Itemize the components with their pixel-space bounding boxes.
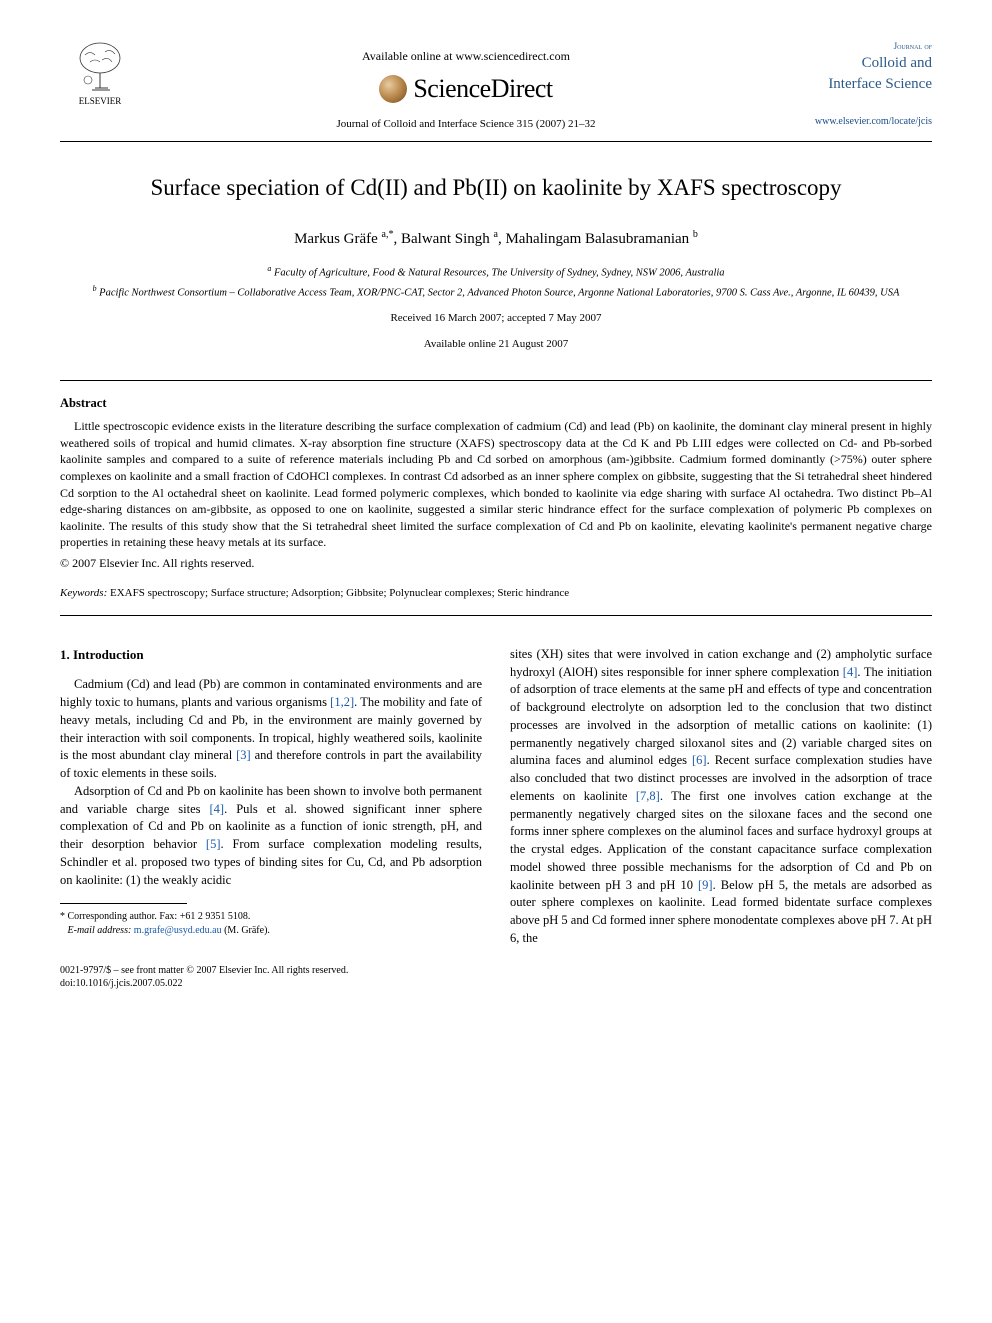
- elsevier-label: ELSEVIER: [79, 95, 122, 108]
- intro-paragraph-2: Adsorption of Cd and Pb on kaolinite has…: [60, 783, 482, 890]
- abstract-heading: Abstract: [60, 395, 932, 413]
- body-columns: 1. Introduction Cadmium (Cd) and lead (P…: [60, 646, 932, 948]
- email-footnote: E-mail address: m.grafe@usyd.edu.au (M. …: [60, 924, 482, 938]
- section-1-heading: 1. Introduction: [60, 646, 482, 664]
- intro-paragraph-1: Cadmium (Cd) and lead (Pb) are common in…: [60, 676, 482, 783]
- footnote-rule: [60, 903, 187, 904]
- intro-paragraph-3: sites (XH) sites that were involved in c…: [510, 646, 932, 948]
- affiliation-a-text: Faculty of Agriculture, Food & Natural R…: [274, 267, 725, 278]
- affiliation-a: a Faculty of Agriculture, Food & Natural…: [60, 264, 932, 281]
- affiliation-b: b Pacific Northwest Consortium – Collabo…: [60, 284, 932, 301]
- sciencedirect-block: Available online at www.sciencedirect.co…: [140, 40, 792, 133]
- page-footer: 0021-9797/$ – see front matter © 2007 El…: [60, 964, 932, 990]
- email-link[interactable]: m.grafe@usyd.edu.au: [134, 925, 222, 936]
- page-header: ELSEVIER Available online at www.science…: [60, 40, 932, 133]
- available-online-text: Available online at www.sciencedirect.co…: [140, 48, 792, 65]
- sciencedirect-wordmark: ScienceDirect: [413, 71, 552, 107]
- header-rule: [60, 141, 932, 142]
- keywords-text: EXAFS spectroscopy; Surface structure; A…: [110, 587, 569, 599]
- elsevier-logo: ELSEVIER: [60, 40, 140, 120]
- keywords: Keywords: EXAFS spectroscopy; Surface st…: [60, 586, 932, 601]
- journal-name-line2: Interface Science: [792, 74, 932, 95]
- available-online-date: Available online 21 August 2007: [60, 337, 932, 352]
- column-right: sites (XH) sites that were involved in c…: [510, 646, 932, 948]
- authors: Markus Gräfe a,*, Balwant Singh a, Mahal…: [60, 228, 932, 250]
- journal-name-line1: Colloid and: [792, 53, 932, 74]
- email-author: (M. Gräfe).: [224, 925, 270, 936]
- sciencedirect-orb-icon: [379, 75, 407, 103]
- issn-line: 0021-9797/$ – see front matter © 2007 El…: [60, 964, 932, 977]
- column-left: 1. Introduction Cadmium (Cd) and lead (P…: [60, 646, 482, 948]
- sciencedirect-logo: ScienceDirect: [140, 71, 792, 107]
- abstract-copyright: © 2007 Elsevier Inc. All rights reserved…: [60, 555, 932, 572]
- corresponding-footnote: * Corresponding author. Fax: +61 2 9351 …: [60, 910, 482, 924]
- journal-title-block: Journal of Colloid and Interface Science…: [792, 40, 932, 129]
- journal-link[interactable]: www.elsevier.com/locate/jcis: [792, 115, 932, 129]
- abstract-body: Little spectroscopic evidence exists in …: [60, 418, 932, 550]
- elsevier-tree-icon: [70, 40, 130, 95]
- email-label: E-mail address:: [68, 925, 132, 936]
- journal-of-label: Journal of: [792, 40, 932, 53]
- keywords-label: Keywords:: [60, 587, 107, 599]
- affiliation-b-text: Pacific Northwest Consortium – Collabora…: [99, 288, 899, 299]
- received-date: Received 16 March 2007; accepted 7 May 2…: [60, 311, 932, 326]
- journal-reference: Journal of Colloid and Interface Science…: [140, 117, 792, 132]
- article-title: Surface speciation of Cd(II) and Pb(II) …: [60, 172, 932, 204]
- doi-line: doi:10.1016/j.jcis.2007.05.022: [60, 977, 932, 990]
- abstract-section: Abstract Little spectroscopic evidence e…: [60, 380, 932, 616]
